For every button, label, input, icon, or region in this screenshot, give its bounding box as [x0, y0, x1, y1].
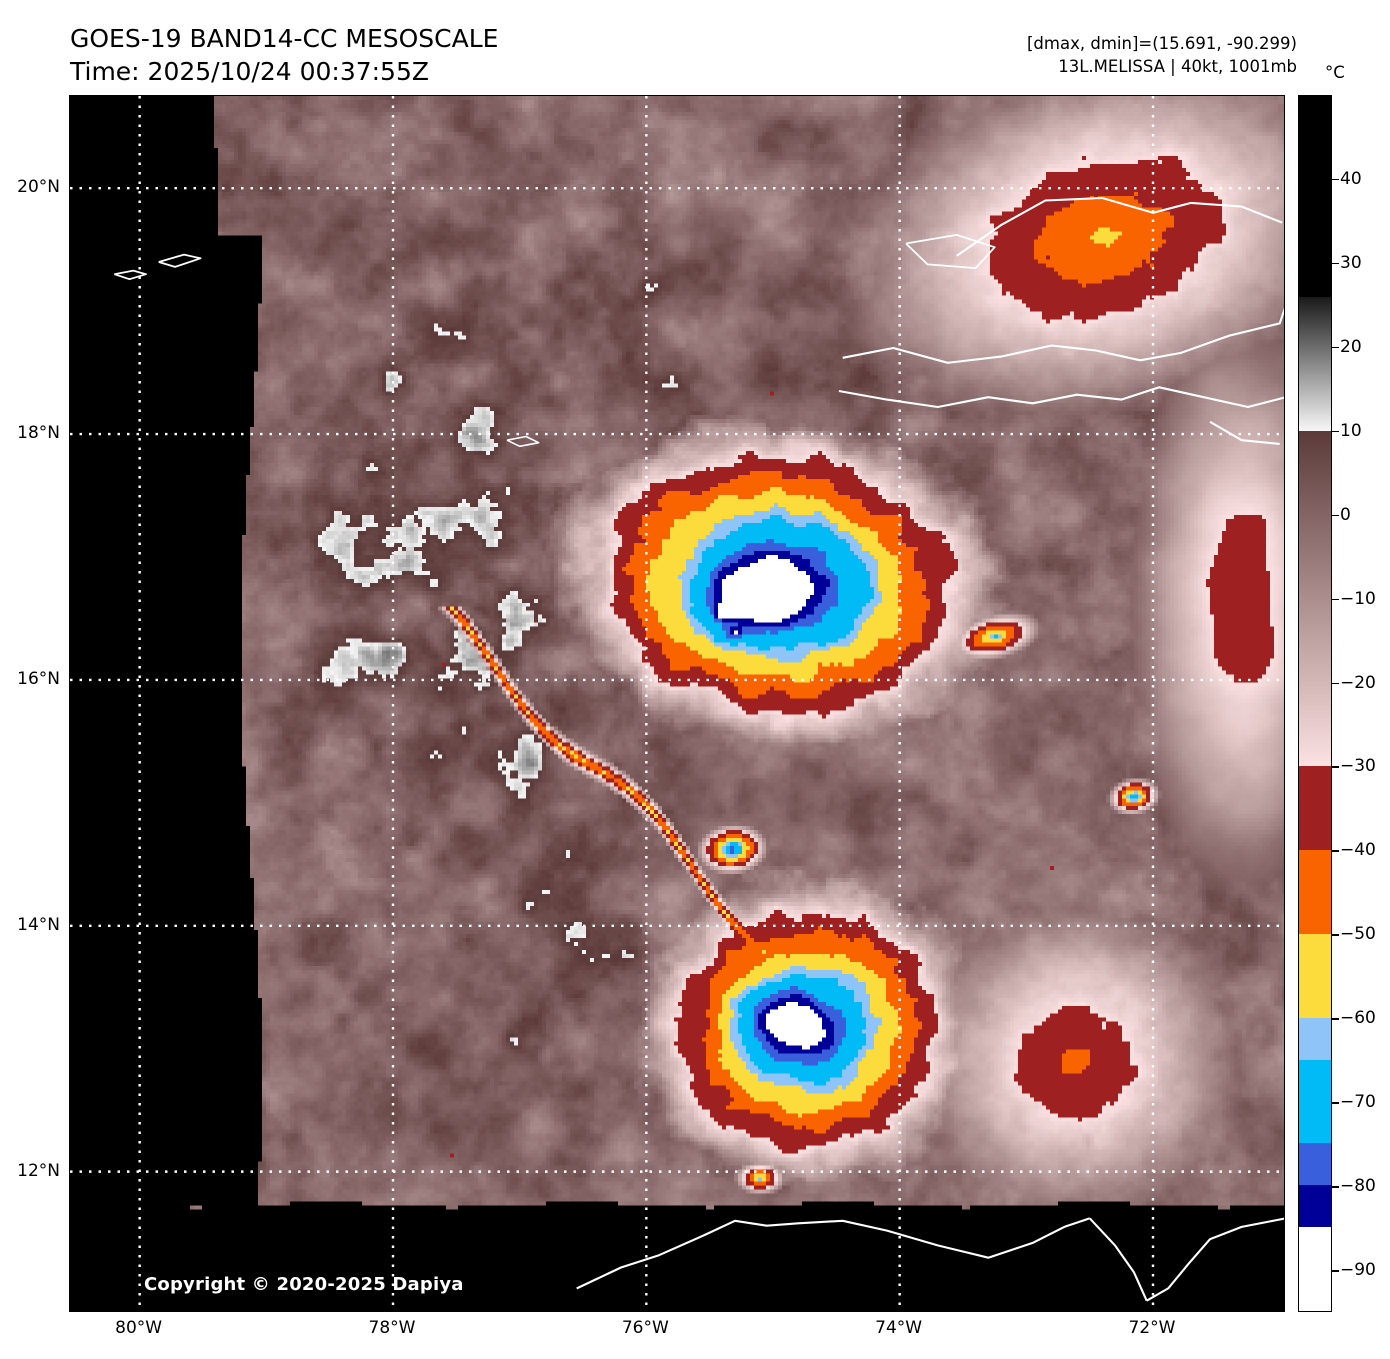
colorbar-tick-label-3: 10	[1340, 420, 1362, 441]
colorbar-tick-mark-9	[1332, 934, 1339, 936]
colorbar-tick-label-1: 30	[1340, 252, 1362, 273]
colorbar-tick-label-8: −40	[1340, 840, 1376, 861]
colorbar-tick-mark-8	[1332, 850, 1339, 852]
colorbar-segment-brown-ramp	[1299, 431, 1331, 767]
colorbar-tick-label-6: −20	[1340, 672, 1376, 693]
colorbar-segment-dark-red	[1299, 766, 1331, 851]
x-tick-label-3: 74°W	[875, 1318, 923, 1338]
colorbar-segment-black	[1299, 96, 1331, 298]
colorbar-tick-label-9: −50	[1340, 924, 1376, 945]
x-tick-label-0: 80°W	[115, 1318, 163, 1338]
colorbar-tick-mark-10	[1332, 1018, 1339, 1020]
colorbar-tick-label-11: −70	[1340, 1092, 1376, 1113]
colorbar-segment-orange	[1299, 850, 1331, 934]
colorbar-segment-light-blue	[1299, 1017, 1331, 1060]
colorbar-tick-label-10: −60	[1340, 1008, 1376, 1029]
copyright-notice: Copyright © 2020-2025 Dapiya	[144, 1274, 464, 1295]
colorbar-tick-label-0: 40	[1340, 168, 1362, 189]
colorbar-tick-mark-7	[1332, 766, 1339, 768]
colorbar-tick-mark-3	[1332, 430, 1339, 433]
satellite-image-plot[interactable]: Copyright © 2020-2025 Dapiya	[69, 95, 1285, 1312]
colorbar-segment-white	[1299, 1227, 1331, 1311]
product-title: GOES-19 BAND14-CC MESOSCALE	[70, 24, 499, 53]
colorbar-tick-mark-11	[1332, 1102, 1339, 1104]
timestamp: Time: 2025/10/24 00:37:55Z	[70, 57, 429, 86]
colorbar-tick-label-4: 0	[1340, 504, 1351, 525]
colorbar-tick-mark-0	[1332, 178, 1339, 181]
page-title: GOES-19 BAND14-CC MESOSCALE Time: 2025/1…	[70, 22, 498, 88]
y-tick-label-3: 14°N	[17, 914, 60, 935]
colorbar-segment-gray-ramp	[1299, 297, 1331, 432]
x-tick-label-2: 76°W	[621, 1318, 669, 1338]
y-tick-label-0: 20°N	[17, 177, 60, 198]
y-tick-label-2: 16°N	[17, 668, 60, 689]
colorbar-tick-label-7: −30	[1340, 756, 1376, 777]
colorbar-tick-mark-12	[1332, 1186, 1339, 1188]
colorbar-tick-label-12: −80	[1340, 1176, 1376, 1197]
colorbar-tick-mark-2	[1332, 346, 1339, 349]
storm-info: 13L.MELISSA | 40kt, 1001mb	[1058, 57, 1297, 77]
colorbar-tick-mark-4	[1332, 514, 1339, 517]
colorbar-unit-label: °C	[1325, 63, 1345, 82]
colorbar-segment-cyan	[1299, 1059, 1331, 1144]
y-tick-label-1: 18°N	[17, 423, 60, 444]
colorbar-tick-label-5: −10	[1340, 588, 1376, 609]
colorbar[interactable]	[1298, 95, 1332, 1312]
dmax-dmin-readout: [dmax, dmin]=(15.691, -90.299)	[1027, 34, 1297, 53]
colorbar-tick-mark-6	[1332, 682, 1339, 685]
ir-brightness-temperature-raster	[70, 96, 1284, 1311]
colorbar-tick-label-13: −90	[1340, 1260, 1376, 1281]
colorbar-segment-yellow	[1299, 933, 1331, 1018]
x-tick-label-4: 72°W	[1128, 1318, 1176, 1338]
colorbar-tick-mark-1	[1332, 262, 1339, 265]
colorbar-segment-royal-blue	[1299, 1143, 1331, 1186]
y-tick-label-4: 12°N	[17, 1160, 60, 1181]
metadata-block: [dmax, dmin]=(15.691, -90.299) 13L.MELIS…	[1027, 32, 1297, 79]
colorbar-tick-mark-13	[1332, 1270, 1339, 1272]
colorbar-tick-mark-5	[1332, 598, 1339, 601]
colorbar-segment-navy	[1299, 1185, 1331, 1228]
x-tick-label-1: 78°W	[368, 1318, 416, 1338]
colorbar-tick-label-2: 20	[1340, 336, 1362, 357]
